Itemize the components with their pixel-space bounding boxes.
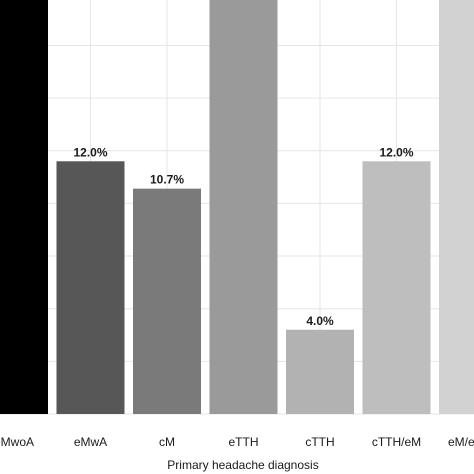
x-tick-label: cTTH/eM — [372, 435, 421, 449]
bar-cm — [133, 188, 201, 414]
data-label: 10.7% — [150, 173, 184, 187]
x-tick-label: eMwA — [74, 435, 107, 449]
x-tick-label: cTTH — [305, 435, 334, 449]
bar-emwoa — [0, 0, 48, 415]
x-tick-labels: eMwoA eMwA cM eTTH cTTH cTTH/eM eM/eTTH — [0, 435, 474, 449]
bars — [0, 0, 474, 415]
bar-em-etth — [439, 0, 474, 415]
x-axis-title: Primary headache diagnosis — [167, 458, 318, 472]
data-label: 12.0% — [73, 145, 107, 159]
x-tick-label: eTTH — [229, 435, 259, 449]
bar-ctth-em — [362, 161, 431, 414]
bar-emwa — [56, 161, 125, 414]
bar-etth — [209, 0, 278, 415]
data-label: 4.0% — [306, 314, 334, 328]
bar-ctth — [286, 329, 354, 414]
x-tick-label: eM/eTTH — [448, 435, 474, 449]
x-tick-label: cM — [159, 435, 175, 449]
data-label: 12.0% — [379, 145, 413, 159]
value-labels: 21.3%12.0%10.7%20.0%4.0%12.0%20.0% — [73, 145, 413, 328]
x-tick-label: eMwoA — [0, 435, 34, 449]
